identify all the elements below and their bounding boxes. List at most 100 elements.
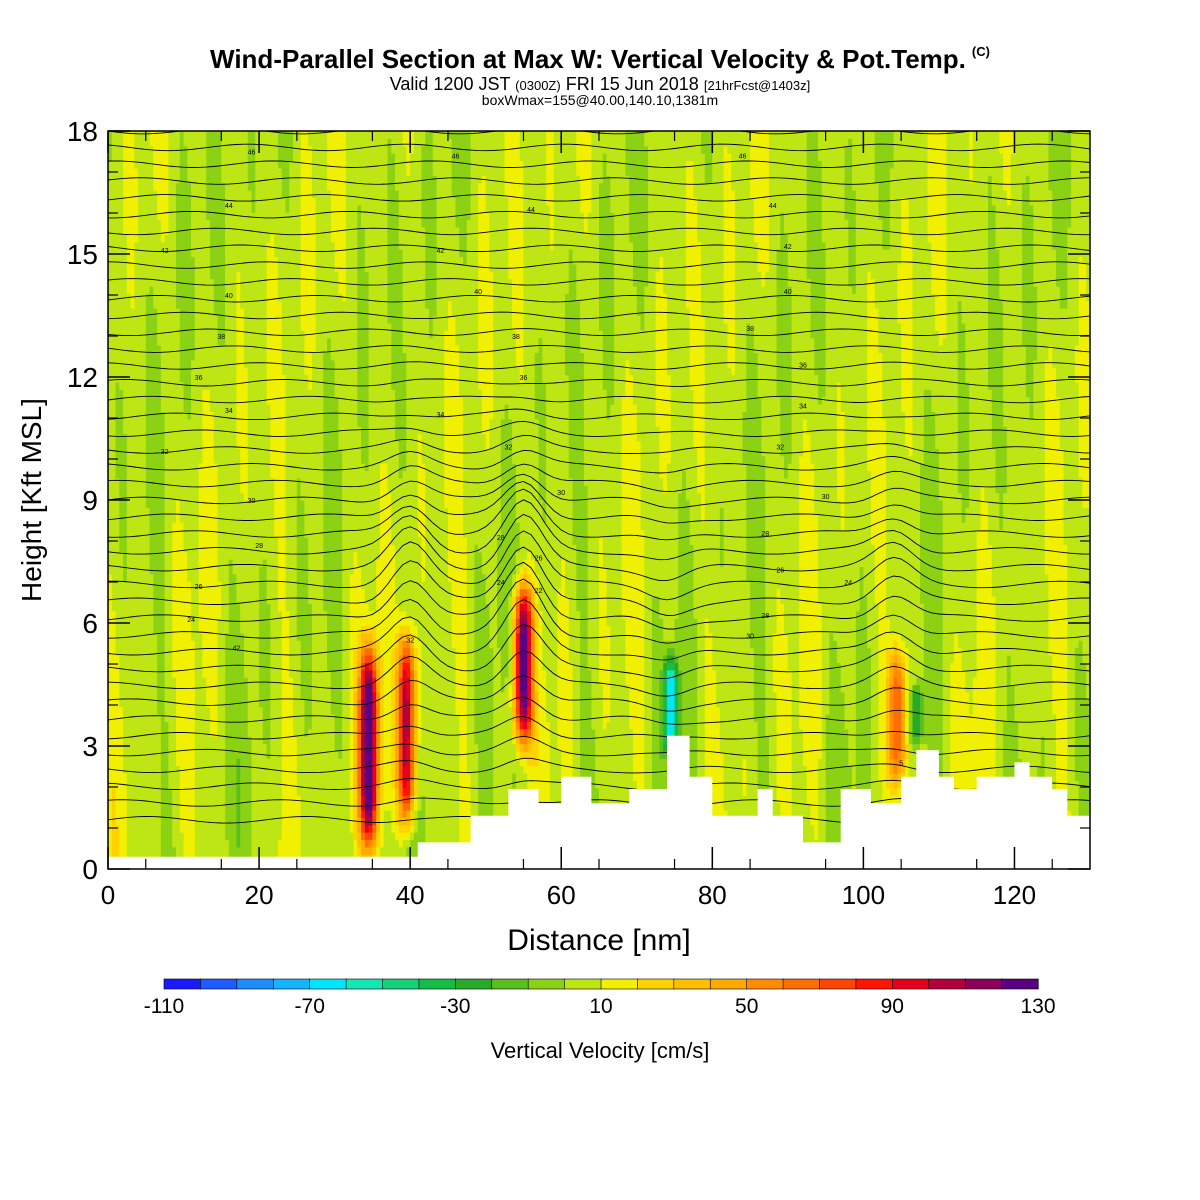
- colorbar-swatch: [491, 978, 529, 990]
- contour-label: 42: [233, 646, 241, 653]
- colorbar-swatch: [964, 978, 1003, 990]
- colorbar-swatch: [527, 978, 566, 990]
- colorbar-swatch: [600, 978, 639, 990]
- contour-label: 34: [225, 408, 233, 415]
- x-tick-label: 60: [547, 880, 576, 910]
- colorbar-tick-label: -70: [295, 995, 325, 1018]
- contour-label: 30: [248, 498, 256, 505]
- colorbar-tick-label: -30: [440, 995, 470, 1018]
- colorbar-label: Vertical Velocity [cm/s]: [491, 1038, 710, 1063]
- contour-label: 36: [520, 375, 528, 382]
- contour-labels: 24 42 26 28 30 32 34 36 38 40 42 44 46 32 46 44 42 40 38 36…: [161, 150, 903, 768]
- contour-label: 24: [187, 617, 195, 624]
- contour-label: 24: [497, 580, 505, 587]
- valid-utc: (0300Z): [515, 78, 561, 93]
- contour-label: 28: [255, 543, 263, 550]
- colorbar-tick-label: 10: [589, 995, 612, 1018]
- contour-label: 44: [225, 203, 233, 210]
- contour-label: 32: [505, 445, 513, 452]
- contour-label: 28: [761, 613, 769, 620]
- contour-label: 28: [761, 531, 769, 538]
- contour-label: 34: [799, 404, 807, 411]
- colorbar-swatch: [309, 978, 347, 990]
- x-tick-label: 40: [396, 880, 425, 910]
- colorbar-swatch: [709, 978, 748, 990]
- colorbar-swatch: [782, 978, 821, 990]
- colorbar-swatch: [345, 978, 384, 990]
- y-tick-label: 0: [82, 854, 98, 885]
- chart-subtitle: Valid 1200 JST (0300Z) FRI 15 Jun 2018 […: [0, 74, 1200, 95]
- contour-label: 26: [535, 555, 543, 562]
- contour-label: 44: [769, 203, 777, 210]
- y-tick-label: 15: [67, 239, 98, 270]
- contour-label: 42: [784, 244, 792, 251]
- x-tick-label: 80: [698, 880, 727, 910]
- chart-title: Wind-Parallel Section at Max W: Vertical…: [0, 44, 1200, 75]
- colorbar-swatch: [455, 978, 493, 990]
- contour-label: 38: [512, 334, 520, 341]
- colorbar-swatch: [564, 978, 602, 990]
- x-axis-label: Distance [nm]: [507, 924, 690, 957]
- chart-title-text: Wind-Parallel Section at Max W: Vertical…: [210, 44, 966, 74]
- colorbar-swatch: [892, 978, 930, 990]
- contour-label: 32: [406, 637, 414, 644]
- x-tick-label: 120: [993, 880, 1036, 910]
- x-tick-label: 0: [101, 880, 115, 910]
- y-tick-label: 6: [82, 608, 98, 639]
- terrain-fill: [108, 735, 1090, 869]
- colorbar-swatch: [819, 978, 857, 990]
- contour-label: 24: [844, 580, 852, 587]
- colorbar-tick-label: 90: [881, 995, 904, 1018]
- contour-label: 32: [776, 445, 784, 452]
- y-tick-label: 12: [67, 362, 98, 393]
- contour-label: 46: [452, 154, 460, 161]
- contour-label: 22: [535, 588, 543, 595]
- colorbar-tick-label: 130: [1020, 995, 1055, 1018]
- y-tick-label: 3: [82, 731, 98, 762]
- contour-label: 40: [474, 289, 482, 296]
- colorbar-swatch: [272, 978, 311, 990]
- colorbar-swatch: [418, 978, 456, 990]
- contour-label: 44: [527, 207, 535, 214]
- colorbar-swatch: [382, 978, 420, 990]
- colorbar: -110 -70 -30 10 50 90 130: [144, 978, 1056, 1018]
- contour-label: 46: [739, 154, 747, 161]
- contour-label: 30: [557, 490, 565, 497]
- colorbar-tick-label: -110: [144, 995, 184, 1018]
- y-axis-label: Height [Kft MSL]: [16, 398, 47, 602]
- contour-label: 36: [799, 363, 807, 370]
- contour-label: 5: [899, 760, 903, 767]
- colorbar-tick-label: 50: [735, 995, 758, 1018]
- terrain-mask: [108, 735, 1090, 869]
- contour-label: 26: [195, 584, 203, 591]
- colorbar-swatch: [855, 978, 893, 990]
- copyright-mark: (C): [972, 44, 990, 59]
- contour-label: 40: [225, 293, 233, 300]
- colorbar-swatch: [1001, 978, 1039, 990]
- colorbar-swatch: [928, 978, 966, 990]
- contour-label: 28: [497, 535, 505, 542]
- colorbar-swatch: [163, 978, 202, 990]
- contour-label: 42: [437, 248, 445, 255]
- contour-label: 26: [776, 568, 784, 575]
- box-info: boxWmax=155@40.00,140.10,1381m: [0, 92, 1200, 108]
- valid-date: FRI 15 Jun 2018: [566, 74, 699, 94]
- contour-label: 30: [746, 633, 754, 640]
- y-tick-label: 9: [82, 485, 98, 516]
- contour-label: 34: [437, 412, 445, 419]
- y-tick-label: 18: [67, 116, 98, 147]
- contour-label: 38: [746, 326, 754, 333]
- contour-label: 30: [822, 494, 830, 501]
- x-tick-label: 20: [245, 880, 274, 910]
- colorbar-swatch: [200, 978, 238, 990]
- colorbar-swatch: [746, 978, 784, 990]
- contour-label: 32: [161, 449, 169, 456]
- contour-label: 40: [784, 289, 792, 296]
- contour-label: 46: [248, 150, 256, 157]
- forecast-info: [21hrFcst@1403z]: [704, 78, 810, 93]
- contour-label: 36: [195, 375, 203, 382]
- contour-label: 42: [161, 248, 169, 255]
- valid-time: Valid 1200 JST: [390, 74, 510, 94]
